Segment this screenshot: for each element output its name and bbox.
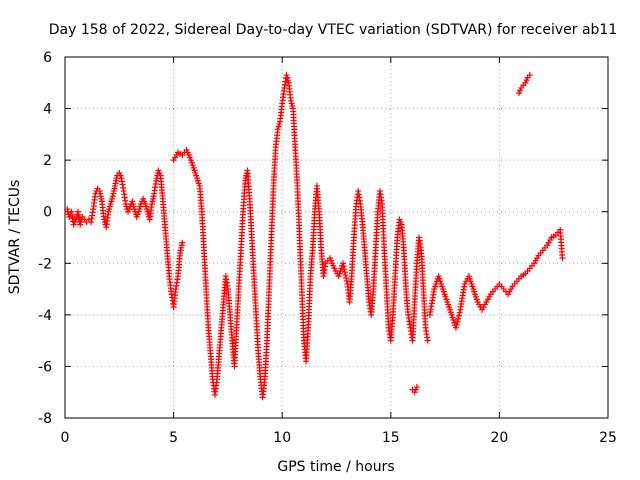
y-tick-label: 2 [43, 153, 52, 169]
data-point-interp [455, 315, 462, 322]
x-tick-label: 0 [61, 430, 70, 446]
y-tick-label: -2 [38, 256, 52, 272]
data-point-interp [456, 309, 463, 316]
x-tick-label: 5 [169, 430, 178, 446]
y-axis-label: SDTVAR / TECUs [7, 180, 23, 295]
axis-ticks [64, 56, 609, 419]
data-point-interp [343, 277, 350, 284]
data-point-interp [342, 272, 349, 279]
data-point-interp [455, 312, 462, 319]
chart-title: Day 158 of 2022, Sidereal Day-to-day VTE… [49, 22, 618, 38]
data-point-interp [453, 321, 460, 328]
x-tick-label: 25 [599, 430, 617, 446]
plot-frame [64, 56, 609, 419]
data-point-interp [341, 269, 348, 276]
data-point [526, 72, 533, 79]
data-point-interp [341, 266, 348, 273]
x-tick-label: 15 [382, 430, 400, 446]
x-tick-label: 10 [273, 430, 291, 446]
y-tick-label: -8 [38, 411, 52, 427]
data-point-interp [454, 318, 461, 325]
data-point-interp [340, 263, 347, 270]
data-points [64, 72, 566, 401]
data-point [452, 324, 459, 331]
data-point [340, 260, 347, 267]
y-tick-label: 6 [43, 50, 52, 66]
data-point [424, 337, 431, 344]
y-tick-label: 0 [43, 205, 52, 221]
y-tick-label: -6 [38, 359, 52, 375]
data-point [559, 255, 566, 262]
x-tick-labels: 0 5 10 15 20 25 [61, 430, 617, 446]
x-axis-label: GPS time / hours [277, 459, 394, 475]
data-point [179, 239, 186, 246]
data-point [413, 384, 420, 391]
x-tick-label: 20 [490, 430, 508, 446]
grid-lines [65, 57, 608, 418]
y-tick-label: 4 [43, 102, 52, 118]
data-point-interp [343, 275, 350, 282]
y-tick-labels: -8 -6 -4 -2 0 2 4 6 [38, 50, 52, 427]
y-tick-label: -4 [38, 308, 52, 324]
